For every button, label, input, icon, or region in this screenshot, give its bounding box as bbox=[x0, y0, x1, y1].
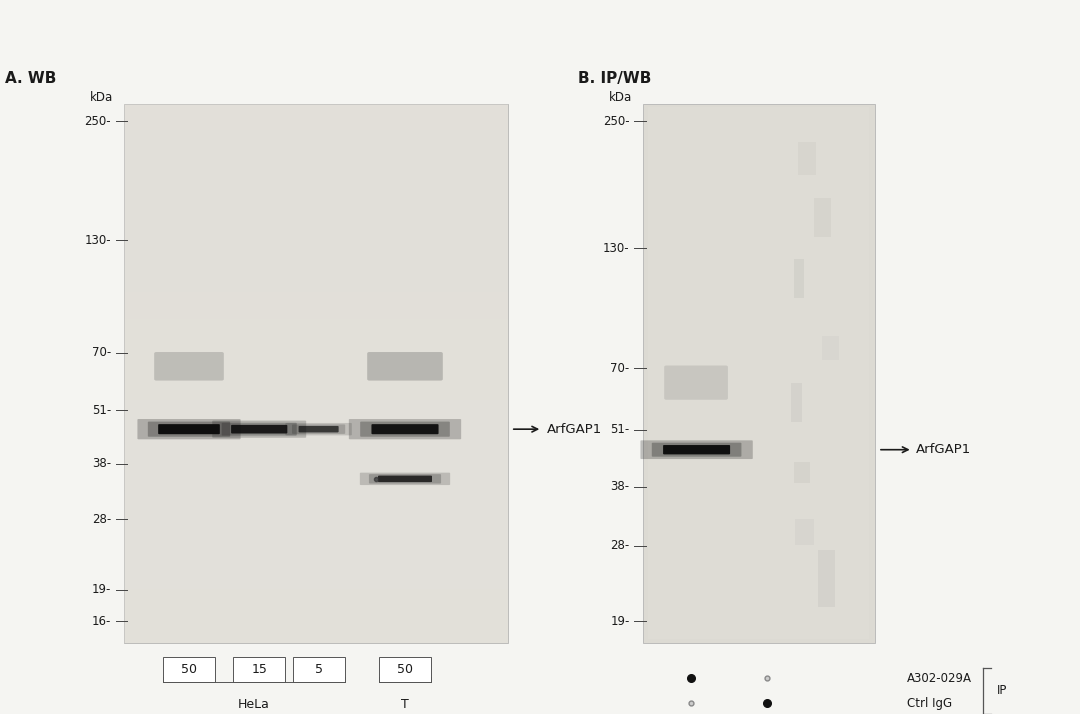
Bar bbox=[124, 454, 508, 481]
Text: B. IP/WB: B. IP/WB bbox=[578, 71, 651, 86]
Text: 70-: 70- bbox=[610, 362, 630, 375]
Text: A. WB: A. WB bbox=[5, 71, 57, 86]
Bar bbox=[124, 104, 508, 643]
FancyBboxPatch shape bbox=[360, 473, 450, 485]
FancyBboxPatch shape bbox=[154, 352, 224, 381]
Bar bbox=[124, 131, 508, 158]
Text: kDa: kDa bbox=[608, 91, 632, 104]
Bar bbox=[124, 184, 508, 211]
FancyBboxPatch shape bbox=[663, 445, 730, 454]
Text: 130-: 130- bbox=[84, 233, 111, 247]
Text: 50: 50 bbox=[397, 663, 413, 676]
Bar bbox=[293, 657, 345, 683]
Bar bbox=[801, 565, 814, 607]
FancyBboxPatch shape bbox=[158, 424, 220, 434]
Text: HeLa: HeLa bbox=[238, 698, 270, 711]
FancyBboxPatch shape bbox=[663, 445, 730, 454]
Bar bbox=[124, 508, 508, 535]
Bar bbox=[124, 535, 508, 562]
Text: kDa: kDa bbox=[90, 91, 113, 104]
Text: 19-: 19- bbox=[92, 583, 111, 596]
Bar bbox=[124, 427, 508, 454]
FancyBboxPatch shape bbox=[292, 424, 346, 434]
Text: IP: IP bbox=[997, 684, 1008, 698]
Text: 28-: 28- bbox=[610, 540, 630, 553]
Bar bbox=[124, 400, 508, 427]
Bar bbox=[815, 121, 834, 175]
Bar bbox=[648, 107, 869, 639]
Bar bbox=[124, 588, 508, 615]
Text: 130-: 130- bbox=[603, 242, 630, 255]
Text: T: T bbox=[401, 698, 409, 711]
Text: 16-: 16- bbox=[92, 615, 111, 628]
Bar bbox=[379, 657, 431, 683]
Text: 250-: 250- bbox=[603, 115, 630, 128]
FancyBboxPatch shape bbox=[372, 424, 438, 434]
Text: 19-: 19- bbox=[610, 615, 630, 628]
FancyBboxPatch shape bbox=[378, 476, 432, 482]
Text: 250-: 250- bbox=[84, 115, 111, 128]
FancyBboxPatch shape bbox=[231, 425, 287, 433]
Bar bbox=[124, 346, 508, 373]
Text: 51-: 51- bbox=[92, 404, 111, 417]
Text: 50: 50 bbox=[181, 663, 197, 676]
FancyBboxPatch shape bbox=[378, 476, 432, 482]
Bar bbox=[233, 657, 285, 683]
FancyBboxPatch shape bbox=[367, 352, 443, 381]
Bar bbox=[124, 266, 508, 292]
FancyBboxPatch shape bbox=[231, 425, 287, 433]
Text: 38-: 38- bbox=[92, 458, 111, 471]
Bar bbox=[643, 104, 875, 643]
Text: ArfGAP1: ArfGAP1 bbox=[546, 423, 602, 436]
Bar bbox=[124, 211, 508, 238]
Bar bbox=[807, 377, 823, 422]
FancyBboxPatch shape bbox=[158, 424, 220, 434]
FancyBboxPatch shape bbox=[298, 426, 339, 433]
Bar bbox=[124, 481, 508, 508]
Bar bbox=[124, 562, 508, 588]
Text: Ctrl IgG: Ctrl IgG bbox=[907, 697, 953, 710]
FancyBboxPatch shape bbox=[372, 424, 438, 434]
FancyBboxPatch shape bbox=[285, 423, 352, 436]
Text: A302-029A: A302-029A bbox=[907, 672, 972, 685]
Bar bbox=[124, 319, 508, 346]
FancyBboxPatch shape bbox=[298, 426, 339, 433]
Text: 51-: 51- bbox=[610, 423, 630, 436]
FancyBboxPatch shape bbox=[148, 421, 230, 437]
FancyBboxPatch shape bbox=[640, 441, 753, 459]
Bar bbox=[814, 266, 828, 298]
Text: 70-: 70- bbox=[92, 346, 111, 359]
Bar bbox=[163, 657, 215, 683]
FancyBboxPatch shape bbox=[664, 366, 728, 400]
Bar bbox=[124, 238, 508, 266]
FancyBboxPatch shape bbox=[212, 421, 307, 438]
FancyBboxPatch shape bbox=[349, 419, 461, 439]
Bar bbox=[799, 433, 816, 483]
Bar bbox=[788, 306, 807, 360]
Bar bbox=[828, 490, 847, 545]
Bar bbox=[124, 615, 508, 643]
FancyBboxPatch shape bbox=[137, 419, 241, 439]
FancyBboxPatch shape bbox=[361, 421, 450, 437]
Text: 28-: 28- bbox=[92, 513, 111, 526]
Bar bbox=[124, 292, 508, 319]
Bar bbox=[124, 104, 508, 131]
Bar bbox=[816, 183, 833, 236]
FancyBboxPatch shape bbox=[369, 474, 441, 483]
Text: 38-: 38- bbox=[610, 481, 630, 493]
Text: ArfGAP1: ArfGAP1 bbox=[916, 443, 971, 456]
FancyBboxPatch shape bbox=[652, 443, 741, 457]
FancyBboxPatch shape bbox=[221, 423, 297, 436]
Bar bbox=[124, 158, 508, 184]
Text: 15: 15 bbox=[252, 663, 267, 676]
Bar bbox=[124, 373, 508, 400]
Text: 5: 5 bbox=[314, 663, 323, 676]
